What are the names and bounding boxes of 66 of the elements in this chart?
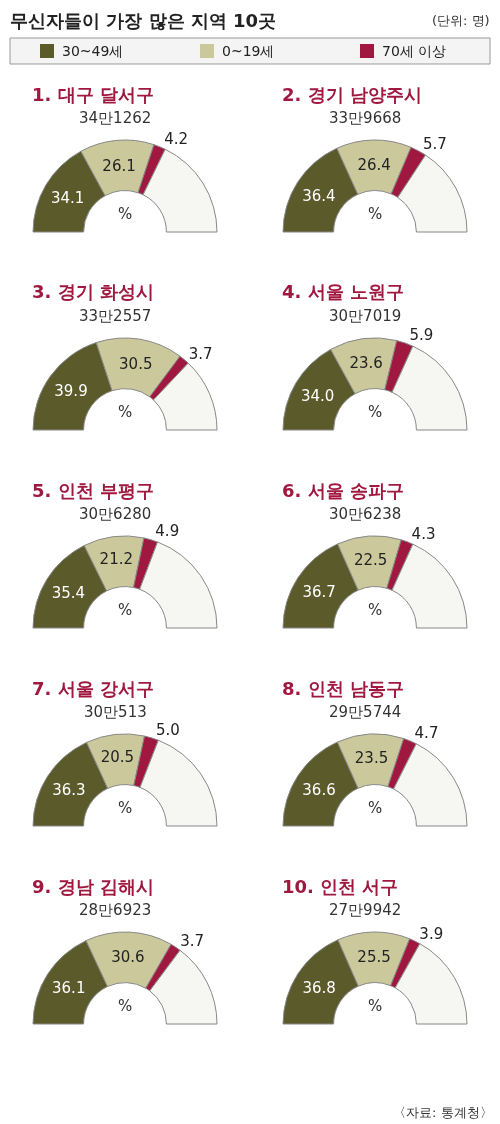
data-label: 26.1	[102, 156, 136, 175]
data-label: 39.9	[54, 381, 88, 400]
data-label: 36.4	[302, 186, 336, 205]
data-label: 3.7	[188, 345, 213, 364]
text: %	[118, 205, 133, 223]
text: 1. 대구 달서구	[32, 84, 154, 105]
text: %	[118, 799, 133, 817]
data-label: 5.0	[156, 720, 180, 739]
data-label: 35.4	[51, 583, 86, 602]
text: %	[368, 601, 383, 619]
data-label: 23.5	[354, 749, 389, 768]
chart-subtitle: 28만6923	[79, 901, 152, 919]
chart-title: 2. 경기 남양주시	[282, 84, 422, 105]
data-label: 23.6	[349, 354, 383, 373]
data-label: 5.9	[409, 325, 434, 344]
data-label: 36.3	[52, 781, 86, 799]
text: %	[118, 601, 133, 619]
data-label: 36.1	[52, 979, 86, 998]
data-label: 20.5	[100, 747, 135, 766]
data-label: 4.2	[164, 130, 189, 149]
data-label: 30.6	[111, 948, 145, 967]
chart-title: 6. 서울 송파구	[282, 480, 404, 501]
chart-subtitle: 33만9668	[329, 109, 402, 127]
chart-title: 10. 인천 서구	[282, 876, 399, 897]
chart-subtitle: 30만7019	[329, 307, 402, 325]
data-label: 3.9	[419, 924, 444, 943]
chart-subtitle: 27만9942	[329, 901, 402, 919]
data-label: 21.2	[99, 550, 134, 569]
text: %	[368, 997, 383, 1015]
chart-title: 4. 서울 노원구	[282, 281, 404, 302]
chart-title: 9. 경남 김해시	[32, 876, 154, 897]
chart-subtitle: 30만6280	[79, 505, 152, 523]
text: 〈자료: 통계청〉	[393, 1105, 493, 1120]
data-label: 5.7	[422, 134, 447, 153]
data-label: 36.7	[302, 582, 336, 601]
chart-title: 8. 인천 남동구	[282, 678, 404, 699]
chart-title: 5. 인천 부평구	[32, 480, 154, 501]
legend-label: 70세 이상	[382, 43, 447, 59]
text: 무신자들이 가장 많은 지역 10곳	[10, 10, 277, 31]
chart-title: 3. 경기 화성시	[32, 281, 154, 302]
chart-subtitle: 29만5744	[329, 703, 402, 721]
chart-subtitle: 33만2557	[79, 307, 152, 325]
chart-subtitle: 30만6238	[329, 505, 402, 523]
text: (단위: 명)	[432, 13, 490, 28]
text: %	[118, 403, 133, 421]
text: %	[368, 403, 383, 421]
data-label: 26.4	[357, 156, 391, 175]
data-label: 4.7	[414, 724, 439, 743]
data-label: 4.3	[411, 524, 436, 543]
text: 34만1262	[79, 109, 152, 127]
text: %	[118, 997, 133, 1015]
legend-label: 0~19세	[222, 43, 275, 59]
chart-title: 7. 서울 강서구	[32, 678, 154, 699]
data-label: 22.5	[353, 550, 388, 569]
text: %	[368, 205, 383, 223]
data-label: 36.8	[302, 978, 336, 997]
data-label: 30.5	[119, 355, 153, 374]
data-label: 34.0	[300, 387, 335, 406]
legend-label: 30~49세	[62, 43, 124, 59]
chart-subtitle: 30만513	[84, 703, 147, 721]
data-label: 36.6	[302, 780, 336, 799]
data-label: 4.9	[155, 522, 180, 541]
data-label: 25.5	[357, 948, 391, 967]
data-label: 3.7	[180, 931, 204, 950]
data-label: 34.1	[50, 188, 85, 207]
text: %	[368, 799, 383, 817]
